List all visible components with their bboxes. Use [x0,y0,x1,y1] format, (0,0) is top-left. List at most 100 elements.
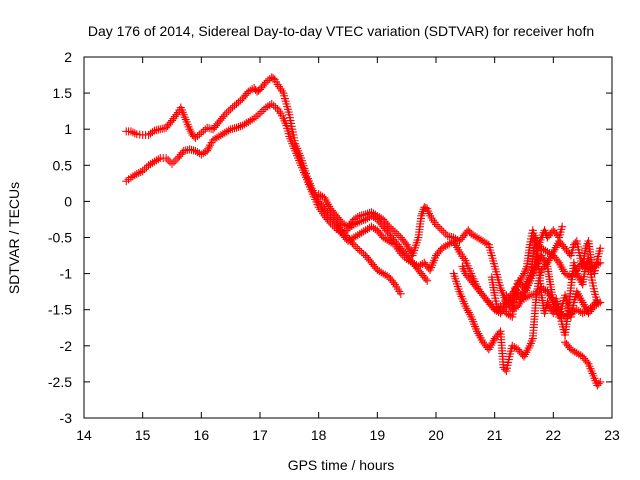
data-point-marker [140,165,149,174]
data-point-marker [324,217,333,226]
data-point-marker [222,108,231,117]
data-point-marker [594,299,603,308]
data-point-marker [596,298,605,307]
data-point-marker [193,132,202,141]
data-point-marker [236,96,245,105]
data-point-marker [498,303,506,312]
data-point-marker [437,226,446,235]
data-point-marker [256,109,264,118]
data-point-marker [594,379,603,388]
data-point-marker [421,275,430,284]
data-point-marker [353,244,362,253]
data-point-marker [583,264,592,273]
data-point-marker [389,278,398,287]
data-point-marker [398,251,407,260]
x-tick-label: 18 [311,427,327,443]
data-point-marker [355,246,364,255]
y-tick-label: 2 [64,49,72,65]
data-point-marker [596,377,605,386]
data-point-marker [387,224,396,233]
data-point-marker [271,103,280,112]
data-point-marker [230,101,239,110]
data-point-marker [154,155,163,164]
data-point-marker [353,213,362,222]
data-point-marker [495,329,504,338]
x-tick-label: 23 [604,427,620,443]
data-point-marker [171,156,180,165]
data-point-marker [388,239,397,248]
x-tick-label: 22 [546,427,562,443]
data-point-marker [204,144,213,153]
data-point-marker [168,159,176,168]
y-tick-label: -1 [60,266,73,282]
data-point-marker [433,222,442,231]
data-point-marker [134,169,143,178]
chart-title: Day 176 of 2014, Sidereal Day-to-day VTE… [88,23,594,39]
data-point-marker [349,240,358,249]
y-tick-label: 0.5 [53,157,73,173]
data-point-marker [396,289,405,298]
data-point-marker [439,228,448,237]
data-point-marker [236,122,245,131]
data-point-marker [594,259,603,268]
data-point-marker [359,249,368,258]
data-point-marker [232,99,241,108]
plot-frame [83,56,613,419]
data-point-marker [226,104,235,113]
data-point-marker [504,293,513,302]
data-point-marker [126,127,135,136]
data-point-marker [220,110,229,119]
data-point-marker [248,85,257,94]
y-tick-label: -1.5 [48,302,72,318]
axis-ticks: 14 15 16 17 18 19 20 21 22 23 2 1.5 1 0.5 0 -0.5 -1 -1.5 -… [48,49,620,443]
x-axis-label: GPS time / hours [288,457,395,473]
data-point-marker [357,248,366,257]
data-point-marker [224,126,233,135]
y-tick-label: -0.5 [48,230,72,246]
data-point-marker [558,222,567,231]
data-point-marker [132,169,141,178]
data-point-marker [191,133,200,142]
data-point-marker [392,229,401,238]
y-tick-label: 1.5 [53,85,73,101]
data-point-marker [138,167,147,176]
data-point-marker [390,227,399,236]
y-tick-label: 0 [64,193,72,209]
data-point-marker [502,294,511,303]
data-point-marker [342,235,351,244]
data-point-marker [199,127,208,136]
data-point-marker [252,112,261,121]
series-track-h [561,338,605,390]
data-point-marker [596,258,605,267]
data-point-marker [234,98,243,107]
data-point-marker [342,221,351,230]
data-point-marker [201,125,210,134]
data-markers [122,73,605,390]
data-point-marker [197,128,206,137]
data-point-marker [435,224,444,233]
data-point-marker [234,123,243,132]
data-point-marker [583,358,592,367]
data-point-marker [228,103,237,112]
data-point-marker [394,231,403,240]
data-point-marker [224,106,233,115]
data-point-marker [596,244,605,253]
data-point-marker [164,156,173,165]
data-point-marker [130,129,139,138]
data-point-marker [205,143,214,152]
data-point-marker [361,210,370,219]
data-point-marker [263,76,272,85]
data-point-marker [564,272,573,281]
data-point-marker [418,259,427,268]
data-point-marker [267,99,276,108]
data-point-marker [506,291,515,300]
data-point-marker [351,242,360,251]
x-tick-label: 20 [428,427,444,443]
data-point-marker [186,127,195,136]
data-point-marker [169,157,178,166]
x-tick-label: 14 [76,427,92,443]
x-tick-label: 15 [135,427,151,443]
data-point-marker [385,222,394,231]
data-point-marker [250,114,259,123]
data-point-marker [219,112,228,121]
